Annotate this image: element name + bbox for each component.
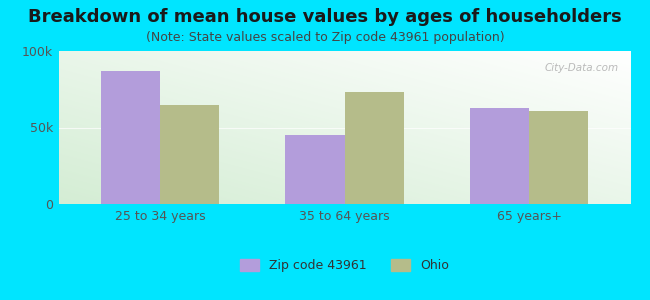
Bar (470, 108, 529, 204)
Bar (101, 71, 160, 204)
Text: Breakdown of mean house values by ages of householders: Breakdown of mean house values by ages o… (28, 8, 622, 26)
Bar (529, 111, 588, 204)
Text: (Note: State values scaled to Zip code 43961 population): (Note: State values scaled to Zip code 4… (146, 32, 504, 44)
Bar (285, 135, 345, 204)
Text: City-Data.com: City-Data.com (545, 63, 619, 73)
Bar (160, 105, 219, 204)
Legend: Zip code 43961, Ohio: Zip code 43961, Ohio (235, 254, 454, 277)
Bar (344, 92, 404, 204)
